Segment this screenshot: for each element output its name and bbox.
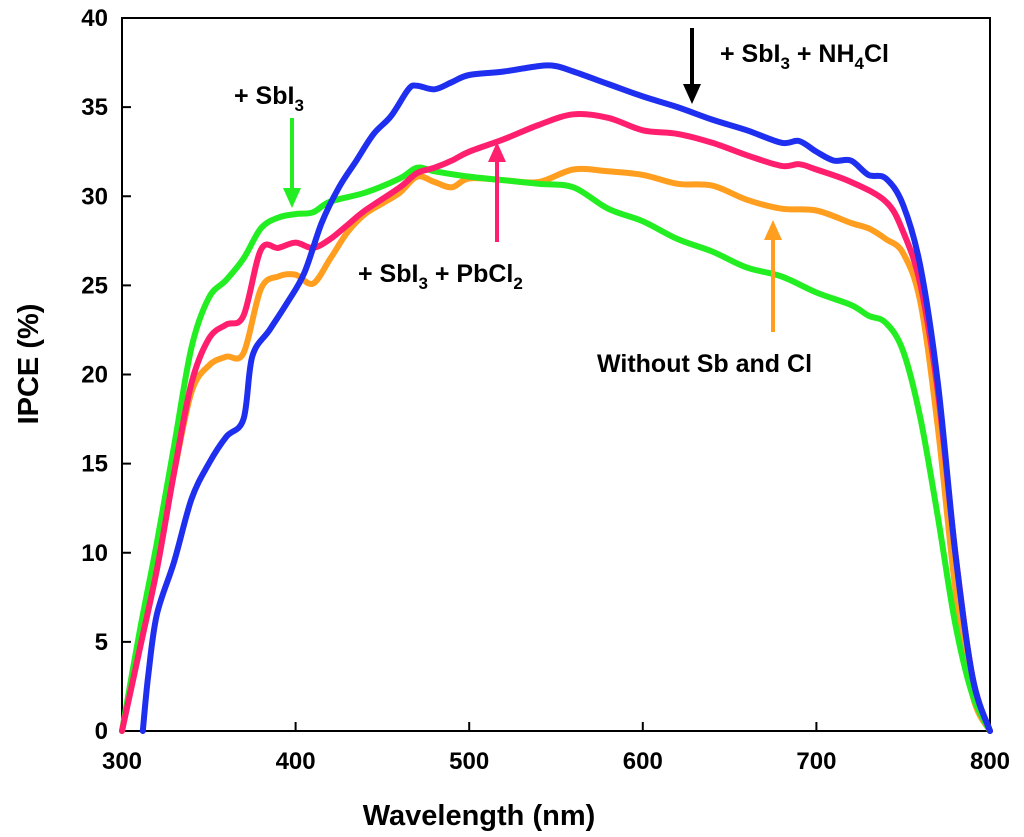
annotation-sbi3: + SbI3 xyxy=(234,82,304,115)
annotation-sbi3-nh4cl: + SbI3 + NH4Cl xyxy=(720,40,889,73)
series-line-sbi3-nh4cl xyxy=(139,62,993,734)
y-tick-label: 35 xyxy=(81,94,108,121)
arrow-nh4cl xyxy=(683,28,701,104)
x-tick-label: 400 xyxy=(276,748,316,775)
arrow-without-sb-cl xyxy=(764,220,782,332)
arrow-pbcl2 xyxy=(488,142,506,242)
series-layer xyxy=(119,62,993,734)
y-axis-ticks: 0 5 10 15 20 25 30 35 40 xyxy=(81,5,131,745)
y-tick-label: 30 xyxy=(81,183,108,210)
y-tick-label: 10 xyxy=(81,540,108,567)
annotation-without-sb-cl: Without Sb and Cl xyxy=(597,350,812,378)
x-tick-label: 500 xyxy=(449,748,489,775)
series-line-sbi3 xyxy=(119,164,993,734)
arrow-sbi3 xyxy=(283,118,301,208)
x-axis-ticks: 300 400 500 600 700 800 xyxy=(102,722,1010,775)
x-tick-label: 700 xyxy=(796,748,836,775)
series-line-sbi3-pbcl2 xyxy=(119,110,993,734)
x-tick-label: 800 xyxy=(970,748,1010,775)
y-tick-label: 15 xyxy=(81,451,108,478)
x-tick-label: 600 xyxy=(623,748,663,775)
annotation-sbi3-pbcl2: + SbI3 + PbCl2 xyxy=(358,260,523,293)
x-axis-title: Wavelength (nm) xyxy=(363,800,596,832)
y-tick-label: 25 xyxy=(81,272,108,299)
y-tick-label: 0 xyxy=(95,718,108,745)
x-tick-label: 300 xyxy=(102,748,142,775)
annotations-layer: + SbI3 + SbI3 + NH4Cl + SbI3 + PbCl2 Wit… xyxy=(234,28,889,378)
y-tick-label: 5 xyxy=(95,629,108,656)
y-tick-label: 40 xyxy=(81,5,108,32)
y-axis-title: IPCE (%) xyxy=(13,304,45,425)
series-line-without-sb-and-cl xyxy=(119,165,993,734)
y-tick-label: 20 xyxy=(81,362,108,389)
